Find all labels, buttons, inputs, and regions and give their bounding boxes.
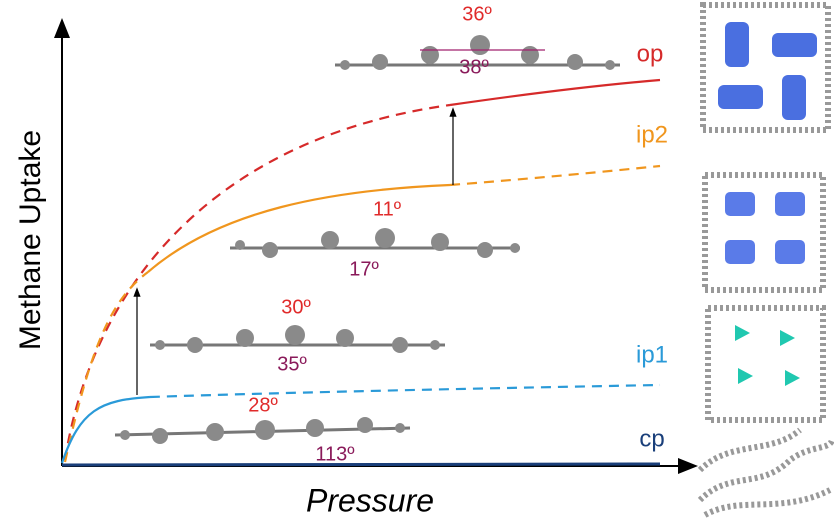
curve-label: cp [639,425,664,452]
molecule [335,35,620,70]
pore-cp [697,427,834,518]
x-axis-label: Pressure [306,482,434,518]
angle-label: 35º [277,353,307,375]
ip2-dashed [63,271,149,463]
curves [60,78,661,467]
curve-label: ip1 [636,341,668,368]
curve-label: ip2 [636,121,668,148]
op-dashed [63,103,451,461]
pore-ip2 [702,172,826,293]
curve-label: op [637,40,664,67]
molecule [230,228,520,258]
angle-label: 17º [349,258,379,280]
ip2-dashed [449,164,661,187]
cp-line [61,462,661,467]
angle-label: 11º [373,198,402,220]
op-solid [449,78,661,107]
ip1-dashed [149,383,661,399]
angle-label: 30º [281,296,311,318]
ip1-solid [60,395,151,464]
angle-label: 113º [315,443,355,465]
molecule [150,325,445,353]
ip2-solid [147,183,451,273]
pore-ip1 [705,305,826,423]
angle-label: 28º [248,394,278,416]
molecule [114,417,411,444]
angle-label: 38º [459,56,489,78]
y-axis-label: Methane Uptake [14,130,47,350]
angle-label: 36º [462,3,492,25]
pore-op [700,2,831,133]
